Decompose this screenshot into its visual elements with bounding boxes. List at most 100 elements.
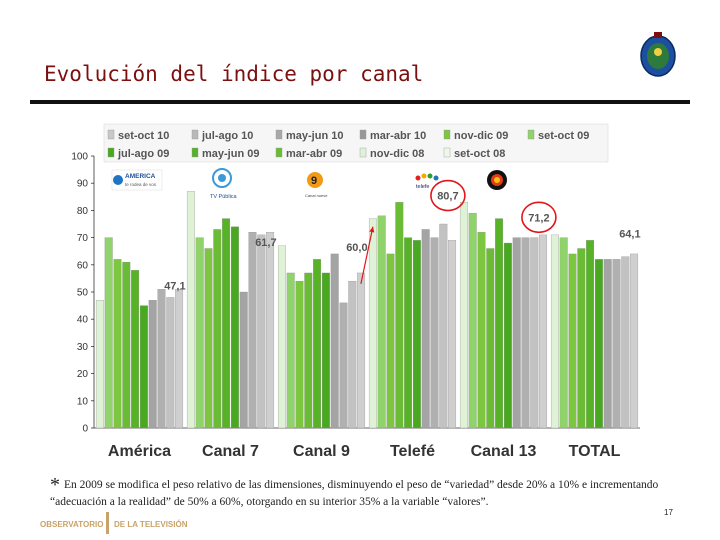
legend-swatch [191, 129, 199, 140]
legend-label: mar-abr 09 [286, 148, 342, 160]
bar [603, 259, 612, 429]
tv-publica-logo-text: TV Pública [210, 194, 238, 200]
footnote: * En 2009 se modifica el peso relativo de… [50, 474, 670, 511]
legend-swatch [191, 147, 199, 158]
bar [321, 272, 330, 429]
bar [448, 240, 457, 429]
legend-label: may-jun 10 [286, 130, 343, 142]
highlight-circle [430, 179, 466, 212]
category-label: Canal 13 [471, 443, 537, 460]
bar [630, 253, 639, 429]
bar [113, 259, 122, 429]
telefe-logo-text: telefe [416, 184, 429, 190]
y-tick-label: 70 [77, 233, 89, 244]
category-label: América [108, 443, 171, 460]
category-label: Telefé [390, 443, 435, 460]
footer-logo-divider [106, 512, 109, 534]
bar [295, 280, 304, 429]
footer-logo: OBSERVATORIO DE LA TELEVISIÓN [40, 512, 188, 534]
bar [257, 234, 266, 429]
bar [495, 218, 504, 429]
bar [412, 240, 421, 429]
bar [131, 270, 140, 429]
bar [503, 242, 512, 429]
bar [186, 191, 195, 429]
bar [612, 259, 621, 429]
bar [368, 218, 377, 429]
bar [248, 232, 257, 429]
bar [204, 248, 213, 429]
america-logo-text: AMERICA [125, 173, 156, 180]
y-tick-label: 30 [77, 342, 89, 353]
channel-logos: AMERICA te rodea de vos TV Pública 9 Can… [111, 168, 507, 200]
annotations: 47,1 61,7 60,0 80,7 71,2 64,1 [164, 179, 641, 292]
bar [175, 289, 184, 429]
y-tick-label: 0 [82, 424, 88, 435]
bar [122, 261, 131, 429]
canal9-logo-mark: 9 [311, 175, 317, 187]
category-label: TOTAL [569, 443, 621, 460]
bars [95, 191, 639, 429]
legend-label: set-oct 09 [538, 130, 589, 142]
trend-arrow [360, 226, 374, 284]
legend: set-oct 10 jul-ago 10 may-jun 10 mar-abr 10… [103, 123, 609, 163]
title-rule [30, 100, 690, 104]
slide-title: Evolución del índice por canal [44, 62, 424, 86]
bar [213, 229, 222, 429]
footnote-text: En 2009 se modifica el peso relativo de … [50, 479, 659, 508]
bar [550, 234, 559, 429]
value-annotation: 60,0 [346, 242, 367, 254]
bar [266, 232, 275, 429]
y-tick-label: 40 [77, 315, 89, 326]
bar [586, 240, 595, 429]
bar [148, 300, 157, 429]
highlight-circle [521, 201, 557, 234]
legend-swatch [443, 147, 451, 158]
value-annotation: 71,2 [528, 212, 549, 224]
legend-swatch [275, 147, 283, 158]
category-label: Canal 9 [293, 443, 350, 460]
bar [395, 202, 404, 429]
bar [377, 215, 386, 429]
legend-swatch [107, 129, 115, 140]
y-tick-label: 10 [77, 396, 89, 407]
bar [339, 302, 348, 429]
bar [539, 234, 548, 429]
bar [430, 237, 439, 429]
bar [104, 237, 113, 429]
canal9-logo: 9 Canal nueve [305, 172, 328, 198]
legend-swatch [107, 147, 115, 158]
footnote-marker: * [50, 474, 60, 496]
legend-swatch [275, 129, 283, 140]
bar [277, 245, 286, 429]
seal-logo [640, 32, 676, 77]
canal13-logo [487, 170, 507, 190]
legend-label: mar-abr 10 [370, 130, 426, 142]
legend-box [103, 123, 609, 163]
legend-label: set-oct 10 [118, 130, 169, 142]
bar [477, 232, 486, 429]
y-tick-label: 80 [77, 206, 89, 217]
bar-chart: set-oct 10 jul-ago 10 may-jun 10 mar-abr 10… [71, 123, 642, 460]
bar [166, 297, 175, 429]
legend-swatch [527, 129, 535, 140]
value-annotation: 64,1 [619, 229, 640, 241]
bar [468, 212, 477, 429]
legend-label: nov-dic 09 [454, 130, 508, 142]
bar [157, 289, 166, 429]
y-tick-label: 50 [77, 288, 89, 299]
bar [348, 280, 357, 429]
x-axis: América Canal 7 Canal 9 Telefé Canal 13 TOTAL [108, 443, 621, 460]
bar [577, 248, 586, 429]
bar [286, 272, 295, 429]
y-tick-label: 90 [77, 179, 89, 190]
bar [439, 223, 448, 429]
bar [304, 272, 313, 429]
legend-swatch [359, 129, 367, 140]
bar [568, 253, 577, 429]
bar [195, 237, 204, 429]
tv-publica-logo: TV Pública [210, 168, 238, 200]
telefe-logo: telefe [415, 173, 439, 190]
value-annotation: 80,7 [437, 191, 458, 203]
y-tick-label: 100 [71, 152, 88, 163]
